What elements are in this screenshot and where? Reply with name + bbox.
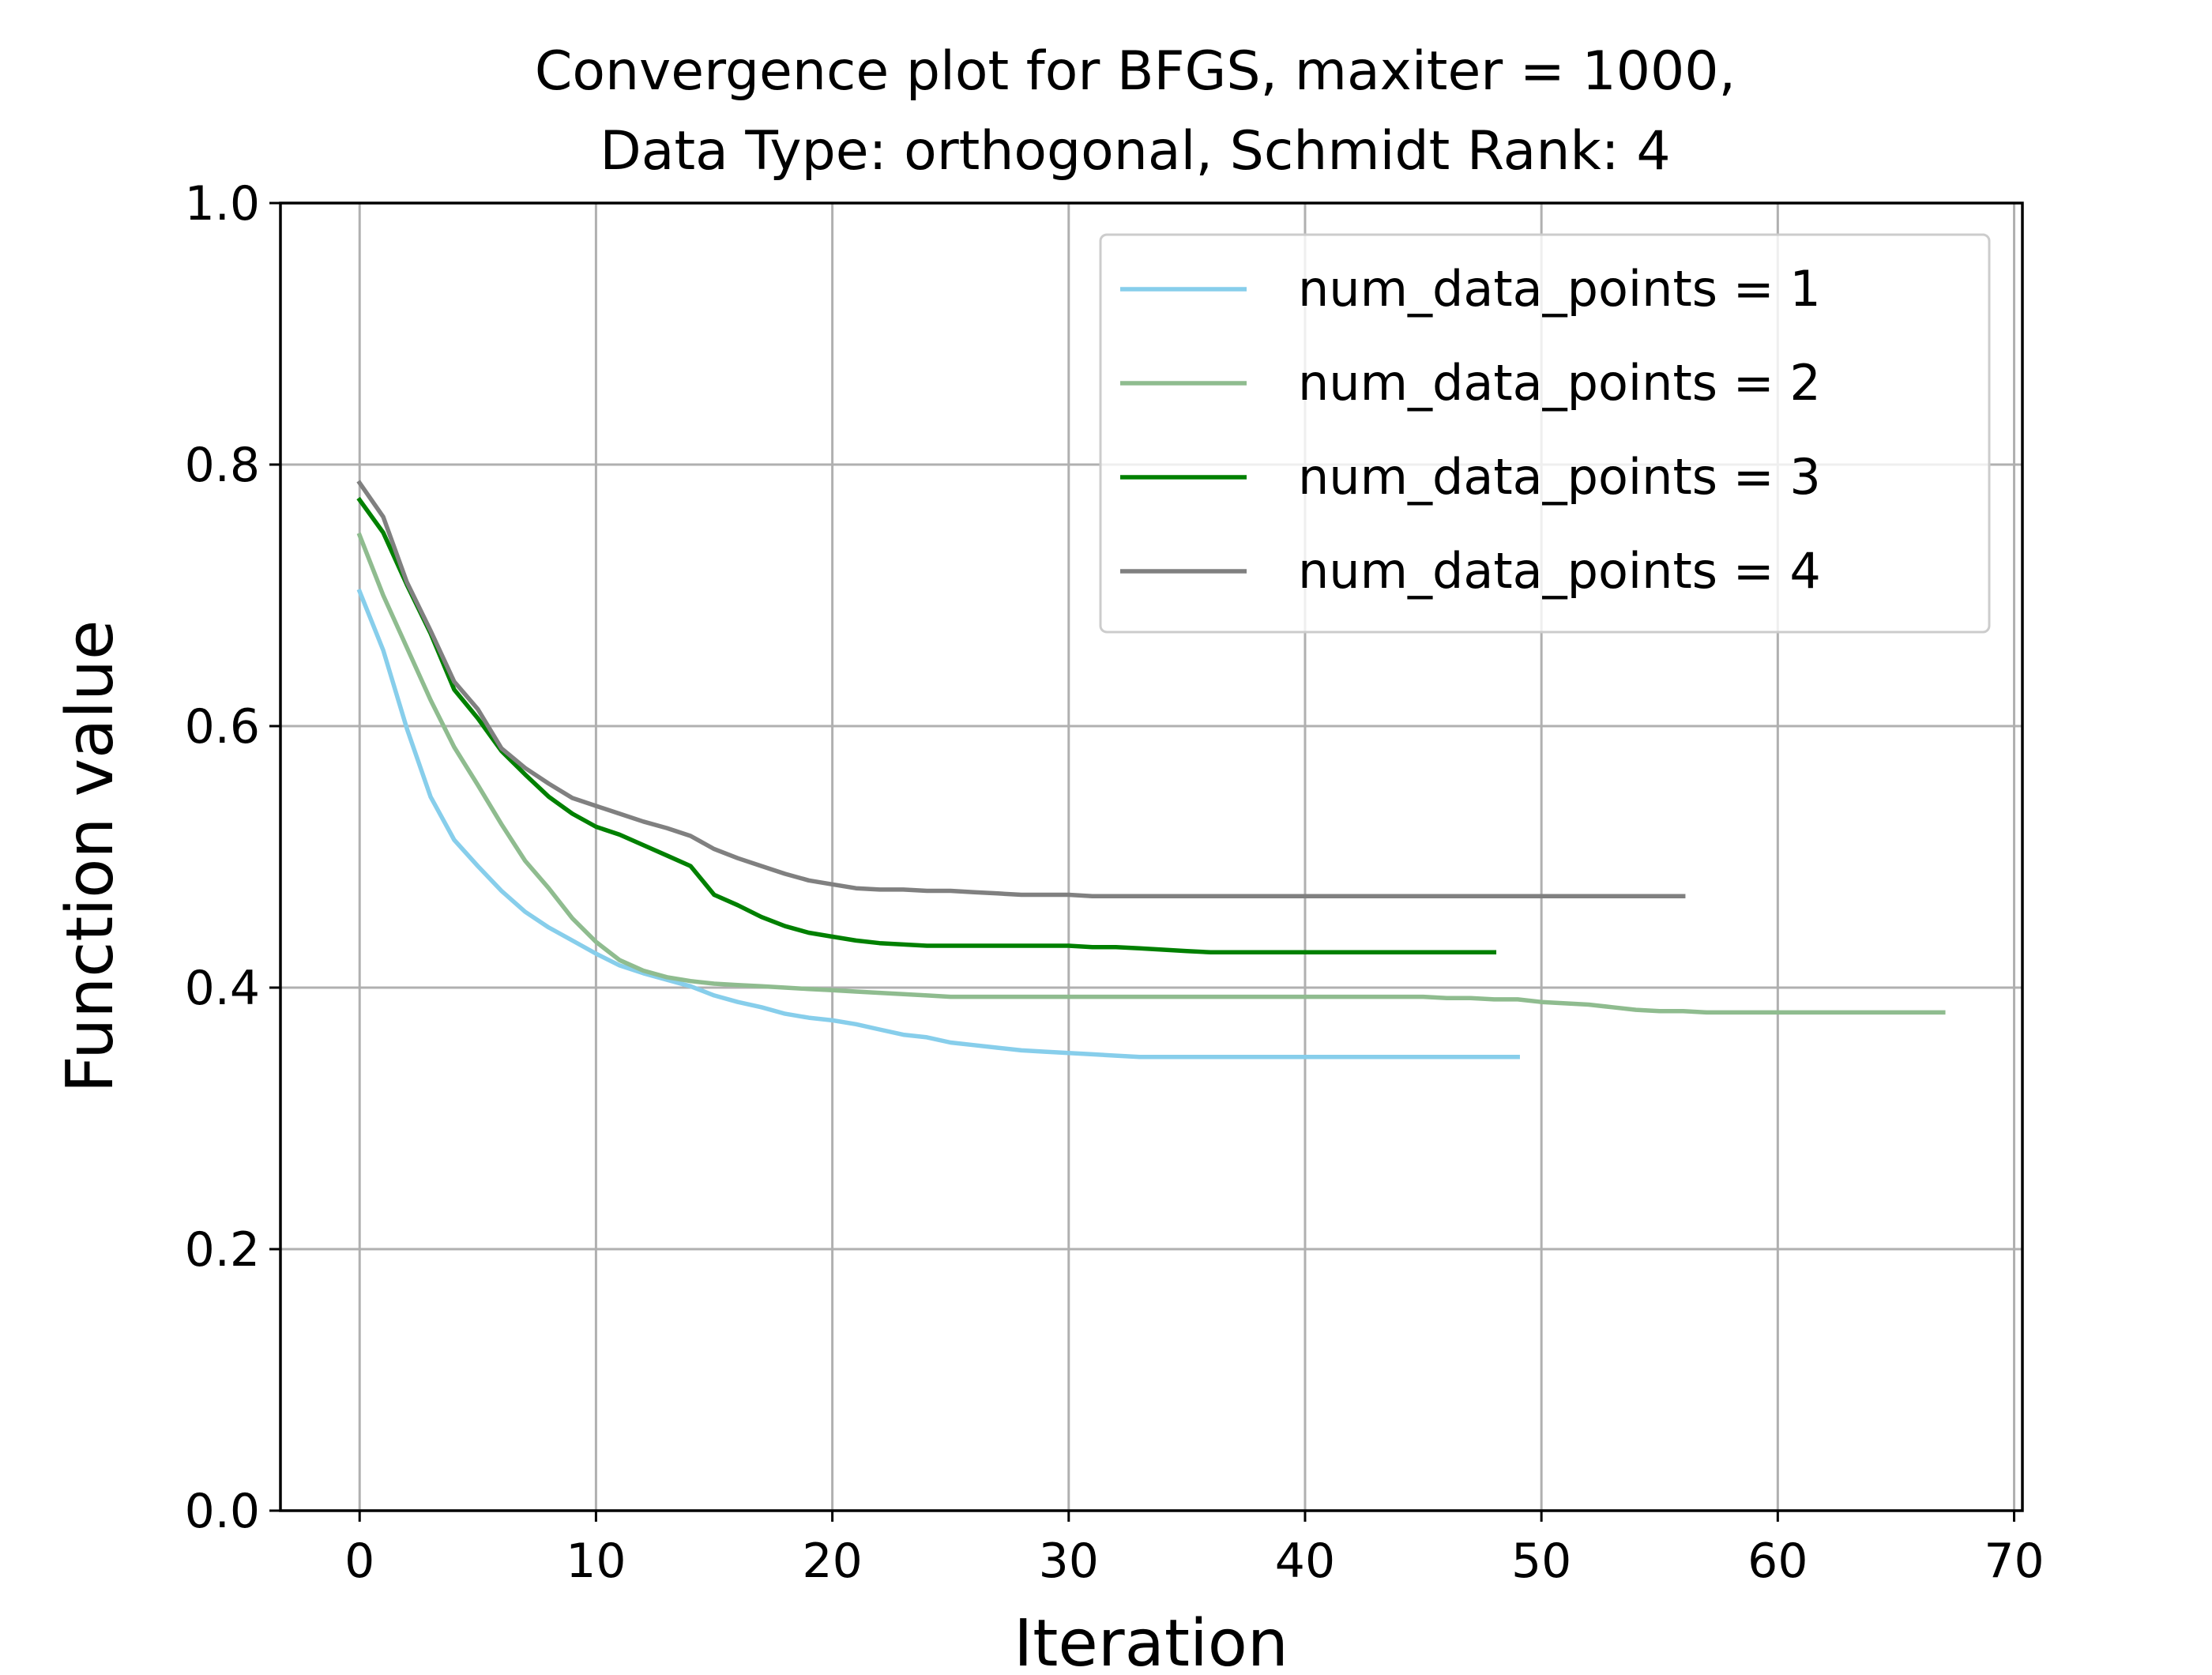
chart-title-line-1: Convergence plot for BFGS, maxiter = 100… — [535, 40, 1736, 103]
legend-label-3: num_data_points = 3 — [1298, 448, 1821, 506]
x-axis-label: Iteration — [1014, 1606, 1288, 1675]
plot-area — [356, 480, 1946, 1060]
y-tick-label: 0.4 — [185, 961, 260, 1016]
y-axis-label: Function value — [53, 620, 128, 1093]
legend-label-2: num_data_points = 2 — [1298, 354, 1821, 412]
series-line-4 — [356, 480, 1686, 898]
y-tick-label: 0.8 — [185, 438, 260, 493]
axis-ticks: 0 10 20 30 40 50 60 70 0.0 0.2 0.4 0.6 0.8 1.0 — [185, 176, 2045, 1589]
y-tick-label: 0.2 — [185, 1222, 260, 1278]
x-tick-label: 60 — [1747, 1534, 1808, 1589]
legend: num_data_points = 1 num_data_points = 2 nu… — [1099, 233, 1991, 634]
y-tick-label: 0.0 — [185, 1484, 260, 1539]
legend-label-4: num_data_points = 4 — [1298, 542, 1821, 600]
series-line-1 — [356, 588, 1520, 1060]
axes-frame — [279, 201, 2024, 1512]
series-line-2 — [356, 532, 1946, 1015]
legend-label-1: num_data_points = 1 — [1298, 260, 1821, 318]
x-tick-label: 40 — [1275, 1534, 1335, 1589]
x-tick-label: 10 — [566, 1534, 626, 1589]
chart-title-line-2: Data Type: orthogonal, Schmidt Rank: 4 — [600, 120, 1670, 183]
series-line-3 — [356, 496, 1497, 955]
x-tick-label: 70 — [1984, 1534, 2044, 1589]
x-tick-label: 30 — [1039, 1534, 1099, 1589]
x-tick-label: 20 — [802, 1534, 862, 1589]
y-tick-label: 0.6 — [185, 699, 260, 755]
x-tick-label: 50 — [1511, 1534, 1571, 1589]
y-tick-label: 1.0 — [185, 176, 260, 231]
legend-frame — [1099, 233, 1991, 634]
x-tick-label: 0 — [344, 1534, 374, 1589]
